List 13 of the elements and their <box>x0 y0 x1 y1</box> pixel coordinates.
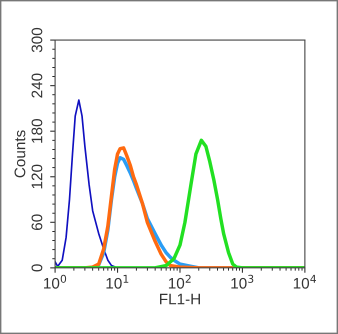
y-axis-title: Counts <box>14 130 26 178</box>
x-tick-label: 10$^{1}$ <box>106 274 128 289</box>
x-axis-title: FL1-H <box>160 294 200 304</box>
y-tick-label: 240 <box>32 73 42 98</box>
x-tick-label: 10$^{4}$ <box>294 274 316 289</box>
x-tick-label: 10$^{3}$ <box>231 274 254 289</box>
x-tick-label: 10$^{2}$ <box>168 274 191 289</box>
y-tick-label: 0 <box>32 264 42 272</box>
y-tick-label: 120 <box>32 164 42 188</box>
y-tick-label: 60 <box>32 214 42 230</box>
y-tick-label: 180 <box>32 119 42 143</box>
x-tick-label: 10$^{0}$ <box>44 274 66 289</box>
y-tick-label: 300 <box>32 28 42 52</box>
